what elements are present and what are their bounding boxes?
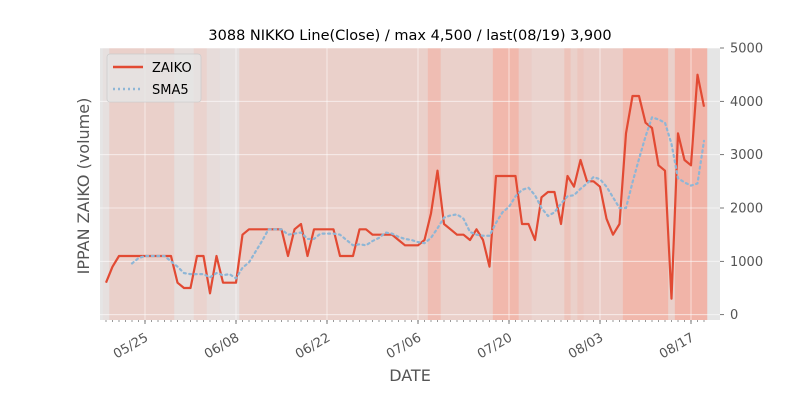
- band-17: [668, 48, 675, 320]
- band-3: [193, 48, 207, 320]
- band-7: [427, 48, 441, 320]
- band-6: [239, 48, 428, 320]
- x-tick-label: 05/25: [111, 330, 151, 362]
- band-10: [518, 48, 532, 320]
- plot-background: [100, 48, 720, 320]
- y-tick-label: 4000: [730, 95, 763, 110]
- sma5-line: [130, 116, 706, 280]
- legend-sma5-label: SMA5: [152, 83, 189, 98]
- band-4: [206, 48, 220, 320]
- x-axis-ticks: 05/25 06/08 06/22 07/06 07/20 08/03 08/17: [105, 320, 705, 362]
- legend: ZAIKO SMA5: [106, 53, 202, 103]
- band-5: [219, 48, 240, 320]
- series-lines: [104, 73, 706, 300]
- band-14: [577, 48, 584, 320]
- x-tick-label: 08/03: [566, 330, 606, 362]
- y-tick-label: 2000: [730, 202, 763, 217]
- band-15: [583, 48, 623, 320]
- y-tick-label: 3000: [730, 148, 763, 163]
- x-tick-label: 06/22: [293, 330, 333, 362]
- chart-title: 3088 NIKKO Line(Close) / max 4,500 / las…: [208, 28, 611, 44]
- band-11: [531, 48, 565, 320]
- x-tick-label: 06/08: [202, 330, 242, 362]
- y-tick-label: 5000: [730, 42, 763, 57]
- x-tick-label: 08/17: [657, 330, 697, 362]
- band-2: [174, 48, 194, 320]
- x-tick-label: 07/06: [384, 330, 424, 362]
- band-9: [492, 48, 519, 320]
- x-tick-label: 07/20: [475, 330, 515, 362]
- band-16: [622, 48, 669, 320]
- y-tick-label: 0: [730, 308, 738, 323]
- band-0: [102, 48, 110, 320]
- y-axis-ticks: 0 1000 2000 3000 4000 5000: [720, 42, 763, 323]
- band-8: [440, 48, 493, 320]
- y-axis-label: IPPAN ZAIKO (volume): [74, 98, 93, 275]
- legend-zaiko-label: ZAIKO: [152, 61, 192, 76]
- x-axis-label: DATE: [389, 366, 431, 385]
- y-tick-label: 1000: [730, 255, 763, 270]
- zaiko-line: [104, 73, 706, 300]
